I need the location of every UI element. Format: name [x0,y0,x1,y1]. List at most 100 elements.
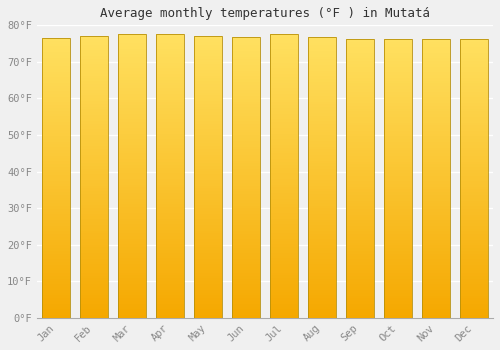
Bar [42,100,70,103]
Bar [270,65,297,69]
Bar [384,136,411,139]
Bar [194,118,222,121]
Bar [118,170,146,173]
Bar [80,53,108,56]
Bar [194,67,222,70]
Bar [80,62,108,64]
Bar [156,173,184,176]
Bar [308,273,336,276]
Bar [346,117,374,120]
Bar [460,164,487,167]
Bar [194,115,222,118]
Bar [118,188,146,190]
Bar [270,270,297,273]
Bar [42,58,70,61]
Bar [460,83,487,86]
Bar [384,201,411,203]
Bar [118,176,146,179]
Bar [384,78,411,80]
Bar [422,83,450,86]
Bar [156,238,184,242]
Bar [118,301,146,304]
Bar [460,176,487,178]
Bar [384,75,411,78]
Bar [156,51,184,54]
Bar [42,312,70,315]
Bar [384,120,411,122]
Bar [194,290,222,293]
Bar [346,162,374,164]
Bar [346,108,374,111]
Bar [422,287,450,290]
Bar [308,76,336,79]
Bar [346,203,374,206]
Bar [156,298,184,301]
Bar [118,307,146,309]
Bar [80,48,108,50]
Bar [422,142,450,145]
Bar [308,189,336,191]
Bar [194,281,222,284]
Bar [42,117,70,119]
Bar [232,107,260,110]
Bar [80,90,108,92]
Bar [308,54,336,57]
Bar [308,124,336,127]
Bar [118,216,146,219]
Bar [232,102,260,104]
Bar [460,276,487,279]
Bar [384,295,411,298]
Bar [384,39,411,318]
Bar [346,47,374,50]
Bar [156,148,184,150]
Bar [346,72,374,75]
Bar [460,293,487,295]
Bar [232,267,260,270]
Bar [308,253,336,256]
Bar [80,239,108,242]
Bar [460,44,487,47]
Bar [460,125,487,128]
Bar [232,152,260,155]
Bar [460,50,487,53]
Bar [156,236,184,238]
Bar [156,43,184,46]
Bar [118,108,146,111]
Bar [422,70,450,72]
Bar [422,176,450,178]
Bar [346,234,374,237]
Bar [270,43,297,46]
Bar [80,231,108,233]
Bar [422,100,450,103]
Bar [232,200,260,203]
Bar [308,233,336,236]
Bar [422,240,450,243]
Bar [232,284,260,287]
Bar [346,125,374,128]
Bar [422,64,450,67]
Bar [346,50,374,53]
Bar [194,45,222,48]
Bar [270,224,297,227]
Bar [346,75,374,78]
Bar [270,258,297,261]
Bar [270,49,297,51]
Bar [42,86,70,89]
Bar [194,70,222,73]
Bar [384,56,411,58]
Bar [42,156,70,159]
Bar [42,164,70,167]
Bar [384,148,411,150]
Bar [156,85,184,88]
Bar [346,156,374,159]
Bar [80,307,108,309]
Bar [270,77,297,80]
Bar [42,262,70,265]
Bar [346,243,374,245]
Bar [460,117,487,120]
Bar [346,262,374,265]
Bar [42,150,70,153]
Bar [194,135,222,138]
Bar [42,91,70,94]
Bar [194,275,222,279]
